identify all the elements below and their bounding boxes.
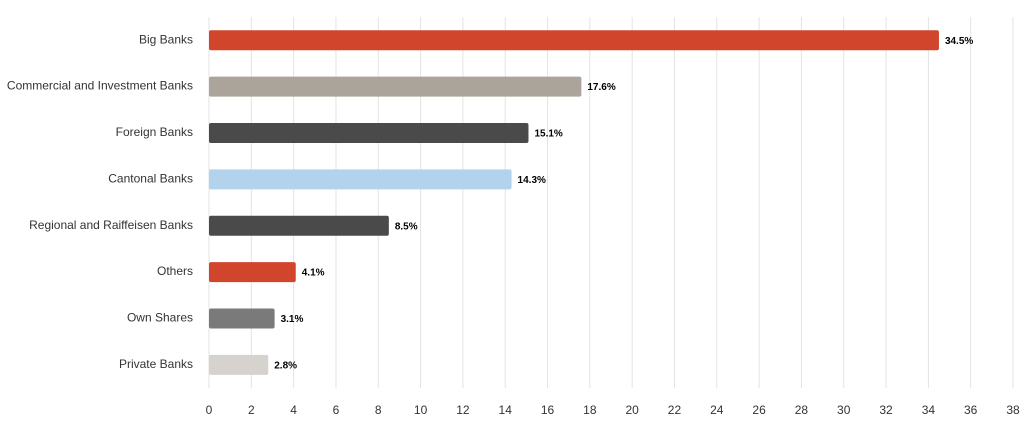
x-tick-label: 0: [206, 403, 213, 417]
x-tick-label: 18: [583, 403, 597, 417]
x-tick-label: 2: [248, 403, 255, 417]
bar: [209, 30, 939, 51]
bar: [209, 308, 275, 329]
bar: [209, 354, 269, 375]
bar: [209, 76, 582, 97]
value-label: 14.3%: [518, 175, 546, 186]
value-label: 17.6%: [587, 82, 615, 93]
x-tick-label: 24: [710, 403, 724, 417]
y-tick-label: Regional and Raiffeisen Banks: [29, 218, 193, 232]
value-label: 8.5%: [395, 221, 418, 232]
y-tick-label: Cantonal Banks: [108, 171, 193, 185]
x-tick-label: 32: [879, 403, 893, 417]
x-tick-label: 8: [375, 403, 382, 417]
x-tick-label: 30: [837, 403, 851, 417]
bar: [209, 215, 389, 236]
x-tick-label: 36: [964, 403, 978, 417]
y-tick-label: Others: [157, 264, 193, 278]
x-tick-label: 22: [668, 403, 682, 417]
value-label: 3.1%: [281, 314, 304, 325]
bar: [209, 262, 296, 283]
y-tick-label: Private Banks: [119, 357, 193, 371]
x-tick-label: 14: [499, 403, 513, 417]
bar: [209, 169, 512, 190]
x-tick-label: 4: [290, 403, 297, 417]
x-tick-label: 12: [456, 403, 470, 417]
bar: [209, 122, 529, 143]
y-tick-label: Commercial and Investment Banks: [7, 79, 193, 93]
x-tick-label: 16: [541, 403, 555, 417]
value-label: 34.5%: [945, 36, 973, 47]
x-tick-label: 34: [922, 403, 936, 417]
y-tick-label: Own Shares: [127, 311, 193, 325]
value-label: 2.8%: [274, 360, 297, 371]
x-tick-label: 38: [1006, 403, 1020, 417]
x-tick-label: 28: [795, 403, 809, 417]
x-tick-label: 26: [752, 403, 766, 417]
y-tick-label: Foreign Banks: [116, 125, 193, 139]
x-tick-label: 6: [333, 403, 340, 417]
value-label: 4.1%: [302, 268, 325, 279]
x-tick-label: 10: [414, 403, 428, 417]
y-tick-label: Big Banks: [139, 32, 193, 46]
value-label: 15.1%: [534, 129, 562, 140]
x-tick-label: 20: [625, 403, 639, 417]
